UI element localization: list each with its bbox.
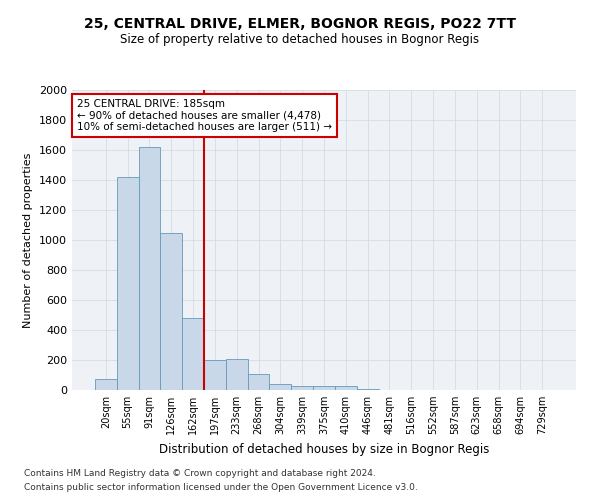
Bar [248,374,269,390]
X-axis label: Distribution of detached houses by size in Bognor Regis: Distribution of detached houses by size … [159,442,489,456]
Text: Contains HM Land Registry data © Crown copyright and database right 2024.: Contains HM Land Registry data © Crown c… [24,468,376,477]
Bar [182,318,204,390]
Bar [313,386,335,390]
Bar [160,232,182,390]
Bar [226,359,248,390]
Bar [117,177,139,390]
Bar [139,147,160,390]
Bar [357,388,379,390]
Text: Contains public sector information licensed under the Open Government Licence v3: Contains public sector information licen… [24,484,418,492]
Bar [204,360,226,390]
Text: Size of property relative to detached houses in Bognor Regis: Size of property relative to detached ho… [121,32,479,46]
Text: 25, CENTRAL DRIVE, ELMER, BOGNOR REGIS, PO22 7TT: 25, CENTRAL DRIVE, ELMER, BOGNOR REGIS, … [84,18,516,32]
Bar [269,384,291,390]
Text: 25 CENTRAL DRIVE: 185sqm
← 90% of detached houses are smaller (4,478)
10% of sem: 25 CENTRAL DRIVE: 185sqm ← 90% of detach… [77,99,332,132]
Bar [95,379,117,390]
Bar [291,386,313,390]
Y-axis label: Number of detached properties: Number of detached properties [23,152,34,328]
Bar [335,386,357,390]
